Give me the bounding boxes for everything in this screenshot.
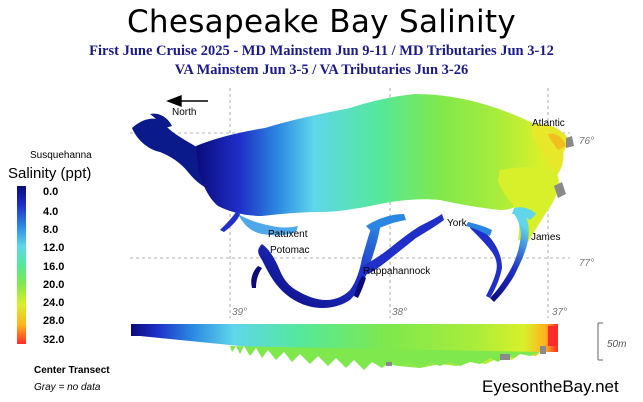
legend-title: Salinity (ppt) [8,165,92,182]
patuxent-river [238,214,298,236]
bay-mouth-high [532,123,568,168]
legend-tick: 28.0 [43,315,65,327]
coord-77: 77° [579,258,595,269]
upper-bay-region [132,118,220,192]
map-title: Chesapeake Bay Salinity [126,4,517,40]
potomac-tail [251,266,262,288]
legend-tick: 8.0 [43,224,59,236]
main-bay-body [196,94,564,216]
legend-tick: 16.0 [43,261,65,273]
james-label: James [531,232,561,243]
no-data-note: Gray = no data [34,382,101,393]
james-river [490,210,529,302]
legend-tick: 4.0 [43,206,59,218]
elk-river [150,113,172,128]
patuxent-label: Patuxent [268,229,308,240]
north-arrow-icon [166,94,208,108]
rappahannock-label: Rappahannock [363,266,431,277]
legend-color-bar [17,186,26,344]
depth-scale-bar [597,322,603,361]
legend-tick: 32.0 [43,334,65,346]
patuxent-upper [220,212,240,232]
susquehanna-label: Susquehanna [30,150,92,161]
map-subtitle-line1: First June Cruise 2025 - MD Mainstem Jun… [89,43,554,59]
transect-label: Center Transect [34,365,110,376]
potomac-label: Potomac [270,245,310,256]
center-transect [131,324,558,370]
legend-tick: 24.0 [43,297,65,309]
transect-no-data-3 [386,362,392,366]
atlantic-label: Atlantic [532,118,565,129]
bay-mouth-peak [548,133,566,150]
transect-no-data-2 [500,354,510,360]
legend-tick: 0.0 [43,186,59,198]
york-lower [466,222,492,236]
potomac-mouth [366,214,406,232]
north-label: North [172,107,197,118]
coord-39: 39° [232,307,248,318]
coord-38: 38° [392,307,408,318]
map-subtitle-line2: VA Mainstem Jun 3-5 / VA Tributaries Jun… [174,62,469,78]
james-mouth [512,207,536,220]
transect-no-data-1 [540,346,546,354]
legend-tick: 20.0 [43,279,65,291]
transect-bottom-fringe [230,346,540,370]
depth-scale-label: 50m [607,339,627,350]
rappahannock-upper [354,276,366,298]
york-label: York [447,218,467,229]
coord-76: 76° [579,136,595,147]
potomac-river [258,226,380,308]
york-river [470,224,502,298]
no-data-mouth [566,136,574,148]
legend-tick: 12.0 [43,242,65,254]
lower-bay-body [498,167,559,242]
transect-high-salinity [548,326,558,346]
brand-link[interactable]: EyesontheBay.net [482,377,619,396]
rappahannock-river [360,214,444,276]
transect-top-band [131,324,558,334]
no-data-cape [554,182,566,198]
coord-37: 37° [552,307,568,318]
